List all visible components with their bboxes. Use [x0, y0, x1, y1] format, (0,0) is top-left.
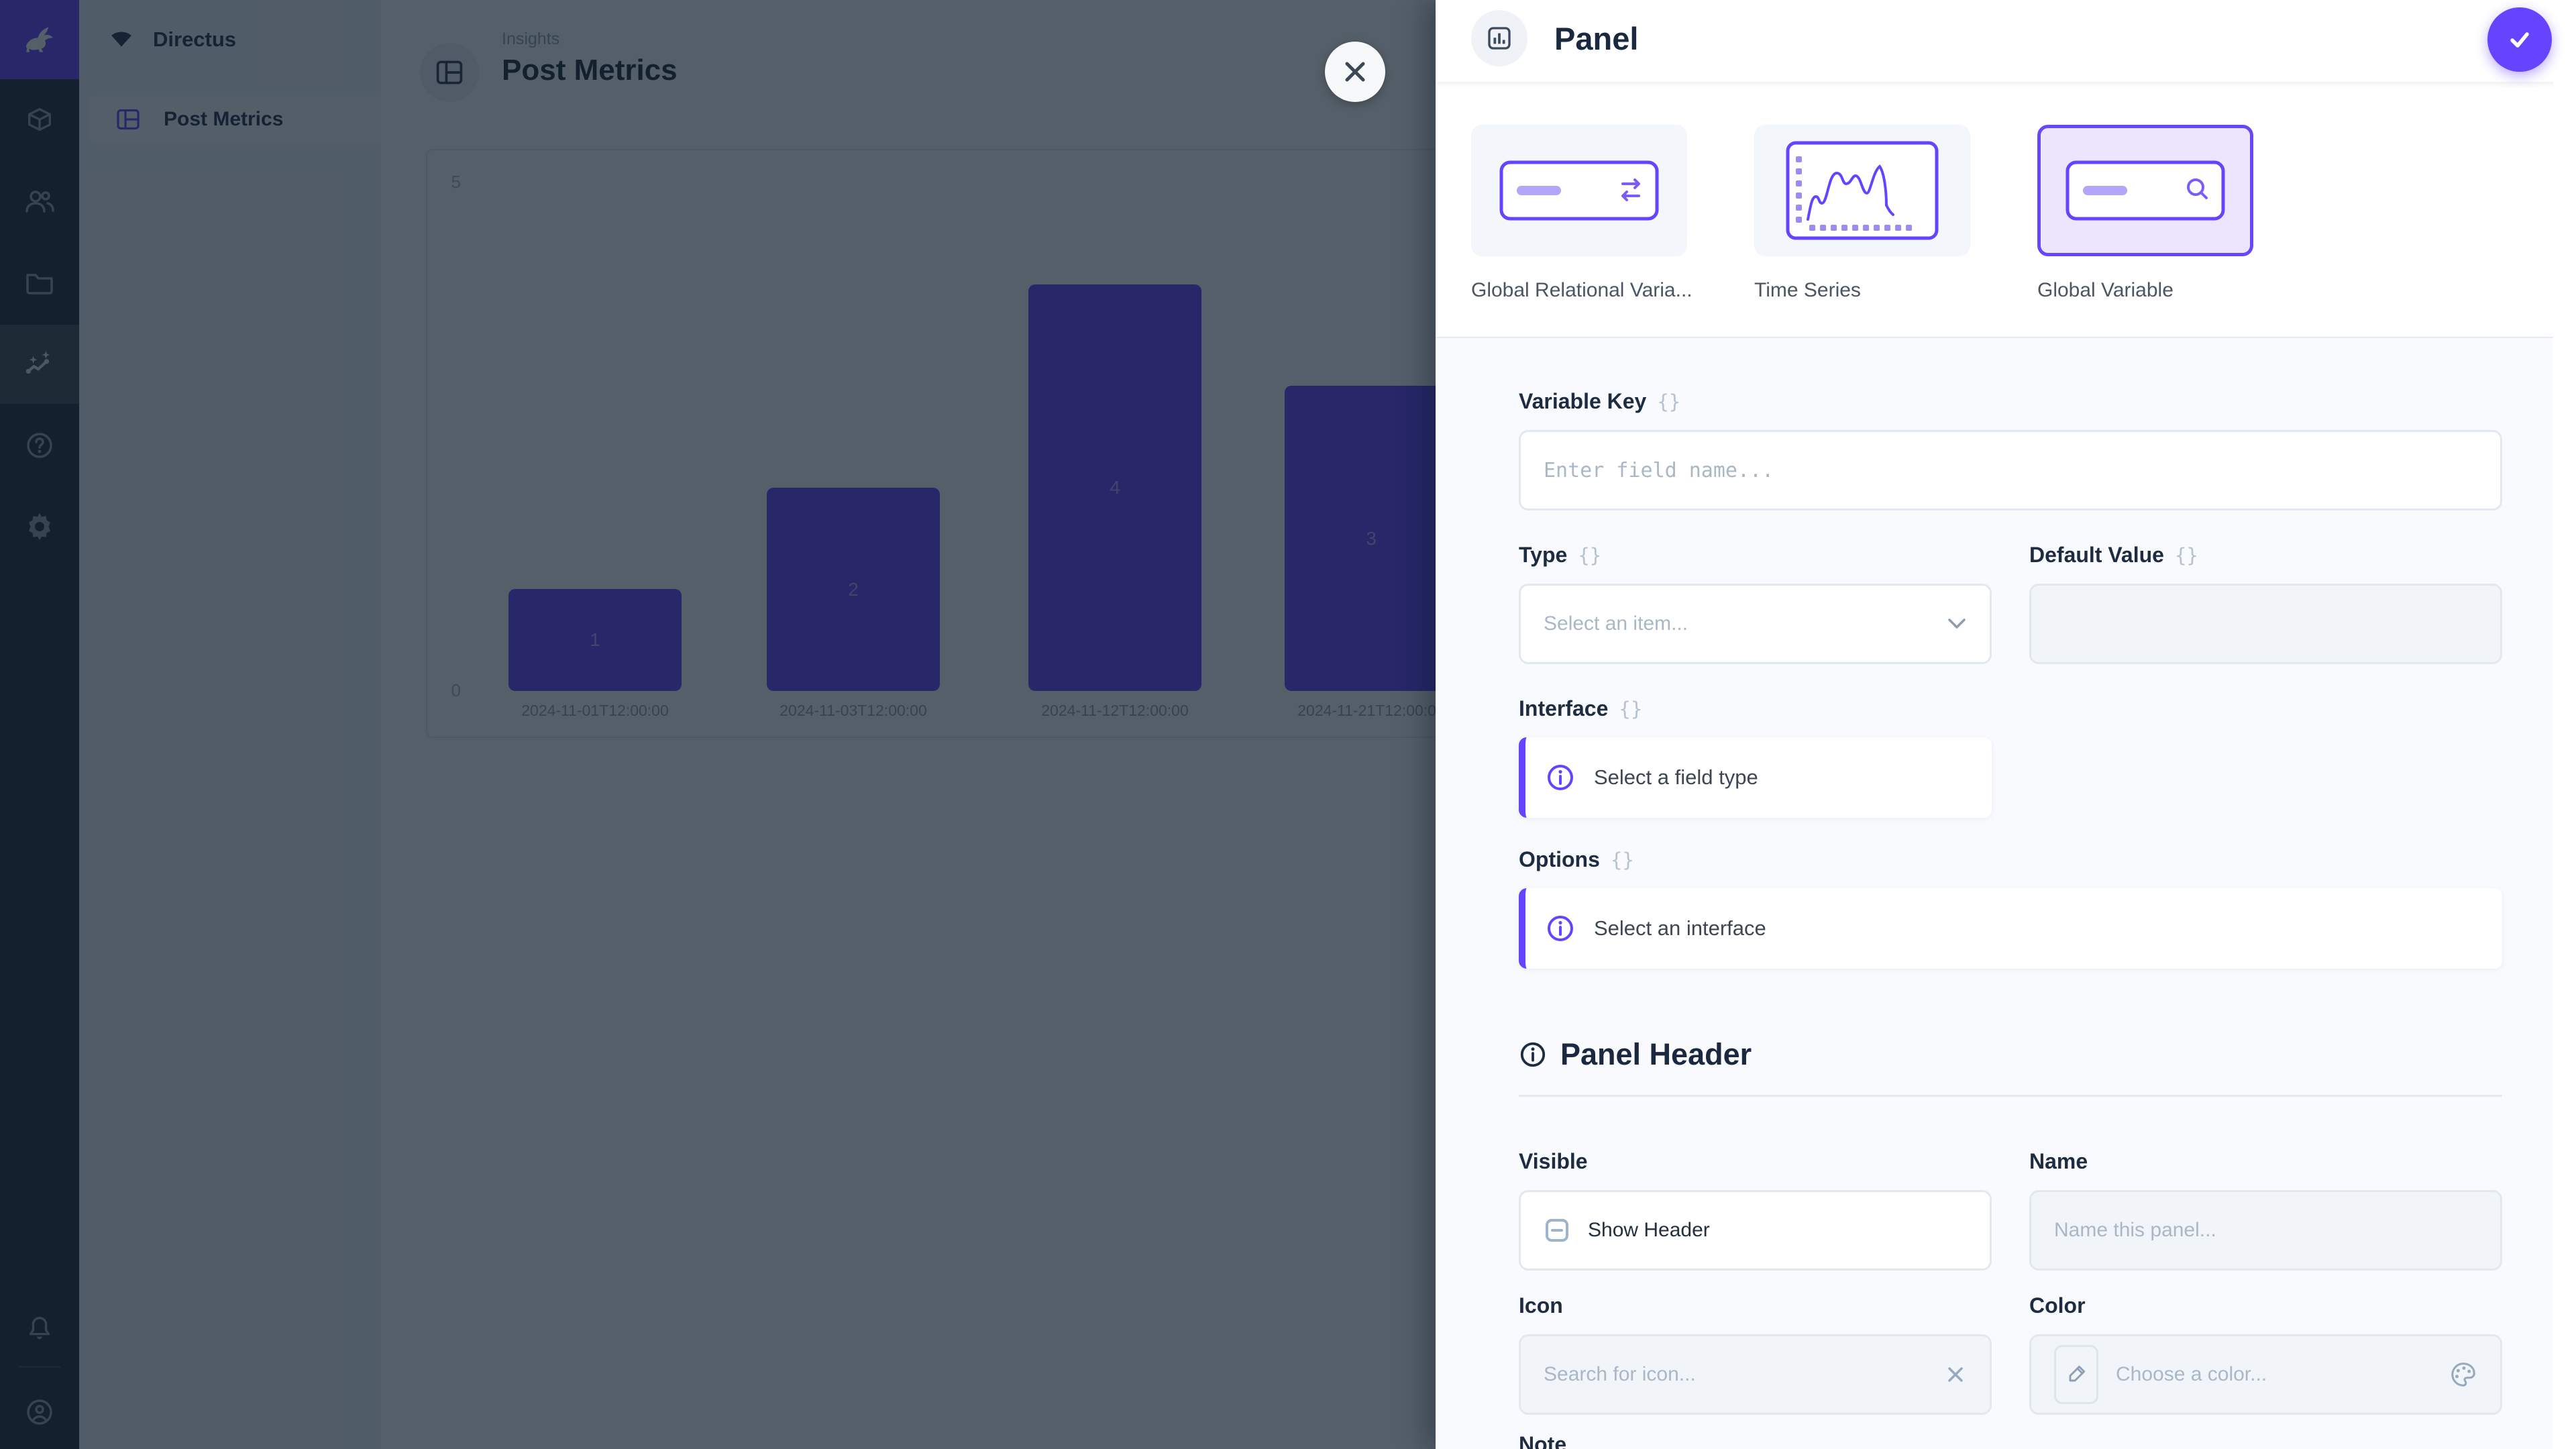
icon-label: Icon	[1519, 1293, 1563, 1318]
save-panel-button[interactable]	[2487, 7, 2552, 72]
drawer-title: Panel	[1554, 21, 1639, 56]
panel-type-label: Global Variable	[2037, 279, 2174, 301]
name-label: Name	[2029, 1149, 2088, 1173]
raw-value-icon[interactable]: {}	[1619, 697, 1643, 720]
clear-icon[interactable]	[1944, 1363, 1967, 1386]
type-label: Type {}	[1519, 543, 1602, 567]
close-drawer-button[interactable]	[1325, 42, 1385, 102]
close-icon	[1345, 62, 1365, 82]
icon-search-input[interactable]: Search for icon...	[1519, 1334, 1992, 1415]
eyedropper-icon	[2069, 1365, 2086, 1382]
info-icon	[1548, 765, 1573, 790]
eyedropper-button[interactable]	[2054, 1345, 2098, 1404]
panel-type-label: Time Series	[1754, 279, 1861, 301]
visible-checkbox-field[interactable]: Show Header	[1519, 1190, 1992, 1271]
color-label: Color	[2029, 1293, 2086, 1318]
insert-chart-icon	[1488, 27, 1511, 50]
chevron-down-icon	[1948, 619, 1966, 629]
panel-drawer: Panel Global Relational Varia...	[1436, 0, 2576, 1449]
drawer-scrollbar[interactable]	[2553, 82, 2576, 1449]
visible-label: Visible	[1519, 1149, 1588, 1173]
check-icon	[2510, 32, 2529, 48]
drawer-header: Panel	[1436, 0, 2576, 82]
raw-value-icon[interactable]: {}	[2174, 543, 2198, 567]
options-notice: Select an interface	[1519, 888, 2502, 969]
drawer-body: Global Relational Varia... Time Series G…	[1436, 82, 2576, 1449]
panel-chart-badge	[1471, 10, 1527, 66]
color-input[interactable]: Choose a color...	[2029, 1334, 2502, 1415]
raw-value-icon[interactable]: {}	[1657, 390, 1681, 413]
interface-notice: Select a field type	[1519, 737, 1992, 818]
panel-type-label: Global Relational Varia...	[1471, 279, 1693, 301]
time-series-illustration	[1786, 141, 1939, 240]
global-variable-illustration	[2065, 160, 2225, 221]
panel-name-input[interactable]: Name this panel...	[2029, 1190, 2502, 1271]
panel-type-global-variable[interactable]	[2037, 125, 2253, 256]
interface-label: Interface {}	[1519, 696, 1643, 720]
panel-type-time-series[interactable]	[1754, 125, 1970, 256]
options-label: Options {}	[1519, 847, 1634, 871]
raw-value-icon[interactable]: {}	[1578, 543, 1602, 567]
note-label: Note	[1519, 1432, 1567, 1449]
panel-header-section-title: Panel Header	[1519, 1037, 2502, 1072]
relational-variable-illustration	[1499, 160, 1659, 221]
panel-options-form: Variable Key {} Enter field name... Type…	[1436, 337, 2576, 1449]
default-value-input[interactable]	[2029, 584, 2502, 664]
section-divider	[1519, 1095, 2502, 1097]
palette-icon[interactable]	[2449, 1360, 2477, 1389]
checkbox-indeterminate-icon[interactable]	[1544, 1217, 1570, 1244]
panel-type-picker: Global Relational Varia... Time Series G…	[1436, 82, 2576, 337]
type-select[interactable]: Select an item...	[1519, 584, 1992, 664]
raw-value-icon[interactable]: {}	[1610, 848, 1634, 871]
info-icon	[1520, 1042, 1546, 1067]
panel-type-global-relational-variable[interactable]	[1471, 125, 1687, 256]
variable-key-input[interactable]: Enter field name...	[1519, 430, 2502, 511]
variable-key-label: Variable Key {}	[1519, 389, 1681, 413]
default-value-label: Default Value {}	[2029, 543, 2198, 567]
info-icon	[1548, 916, 1573, 941]
modal-backdrop[interactable]	[0, 0, 1436, 1449]
